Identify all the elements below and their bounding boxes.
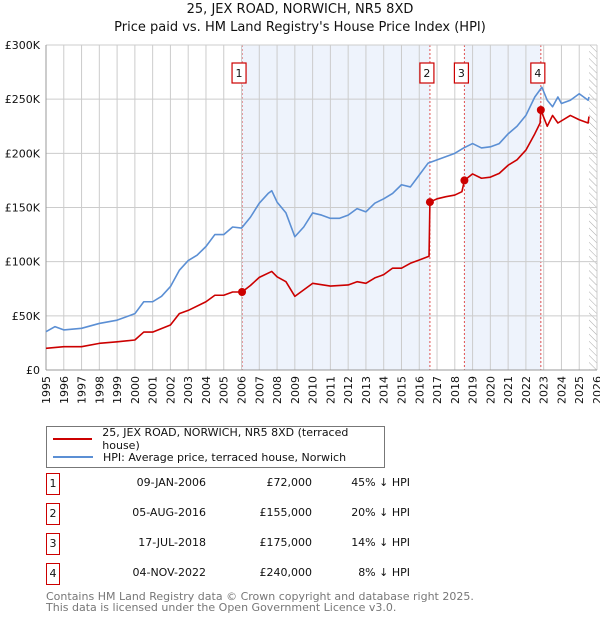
- x-tick-label: 2021: [502, 376, 515, 404]
- x-tick-label: 2015: [395, 376, 408, 404]
- y-tick-label: £200K: [5, 147, 41, 160]
- x-tick-label: 1998: [93, 376, 106, 404]
- sale-row: 1 09-JAN-2006 £72,000 45% ↓ HPI: [46, 473, 410, 495]
- legend-item-property: 25, JEX ROAD, NORWICH, NR5 8XD (terraced…: [53, 426, 384, 452]
- x-tick-label: 1995: [40, 376, 53, 404]
- sale-hpi-diff: 45% ↓ HPI: [351, 476, 410, 489]
- sale-hpi-diff: 14% ↓ HPI: [351, 536, 410, 549]
- legend-label-property: 25, JEX ROAD, NORWICH, NR5 8XD (terraced…: [102, 426, 349, 452]
- x-tick-label: 2013: [360, 376, 373, 404]
- x-tick-label: 2014: [378, 376, 391, 404]
- y-tick-label: £250K: [5, 93, 41, 106]
- x-tick-label: 2018: [449, 376, 462, 404]
- sale-label: 1: [236, 67, 243, 80]
- x-tick-label: 2006: [236, 376, 249, 404]
- sale-point: [460, 176, 469, 185]
- x-tick-label: 2004: [200, 376, 213, 404]
- series-line: [45, 109, 590, 350]
- series-line: [45, 86, 590, 333]
- x-tick-label: 2023: [538, 376, 551, 404]
- x-tick-label: 2020: [484, 376, 497, 404]
- sale-date: 17-JUL-2018: [138, 536, 206, 549]
- footer-copyright: Contains HM Land Registry data © Crown c…: [46, 590, 474, 603]
- sale-marker: 4: [46, 563, 60, 585]
- sale-price: £175,000: [259, 536, 313, 549]
- y-tick-label: £300K: [5, 39, 41, 52]
- x-tick-label: 1996: [58, 376, 71, 404]
- price-chart: 1995 1996 1997 1998 1999 2000 2001 2002 2003 2004…: [5, 39, 600, 404]
- sale-date: 09-JAN-2006: [136, 476, 206, 489]
- sale-date: 05-AUG-2016: [132, 506, 206, 519]
- x-tick-label: 2022: [520, 376, 533, 404]
- x-tick-label: 2016: [413, 376, 426, 404]
- sale-label: 4: [534, 67, 541, 80]
- sale-hpi-diff: 20% ↓ HPI: [351, 506, 410, 519]
- x-tick-label: 2002: [164, 376, 177, 404]
- x-tick-label: 2005: [218, 376, 231, 404]
- chart-subtitle: Price paid vs. HM Land Registry's House …: [114, 20, 486, 35]
- x-tick-label: 2019: [467, 376, 480, 404]
- sale-row: 4 04-NOV-2022 £240,000 8% ↓ HPI: [46, 563, 410, 585]
- sale-label-box: [231, 62, 247, 84]
- x-tick-label: 2008: [271, 376, 284, 404]
- x-tick-label: 2012: [342, 376, 355, 404]
- x-tick-label: 2003: [182, 376, 195, 404]
- x-tick-label: 2011: [324, 376, 337, 404]
- sale-point: [425, 198, 434, 207]
- y-tick-label: £150K: [5, 202, 41, 215]
- sale-marker: 3: [46, 533, 60, 555]
- sale-hpi-diff: 8% ↓ HPI: [358, 566, 410, 579]
- x-tick-label: 2026: [591, 376, 600, 404]
- x-tick-label: 2017: [431, 376, 444, 404]
- x-tick-label: 2001: [147, 376, 160, 404]
- sale-date: 04-NOV-2022: [132, 566, 206, 579]
- sale-label-box: [419, 62, 435, 84]
- x-tick-label: 1997: [76, 376, 89, 404]
- legend-item-hpi: HPI: Average price, terraced house, Norw…: [53, 449, 346, 465]
- x-tick-label: 2010: [307, 376, 320, 404]
- legend-swatch-property: [53, 438, 93, 440]
- sale-label-box: [530, 62, 546, 84]
- sale-price: £240,000: [259, 566, 313, 579]
- x-tick-label: 2009: [289, 376, 302, 404]
- x-tick-label: 2025: [573, 376, 586, 404]
- y-tick-label: £0: [26, 364, 40, 377]
- sale-label: 2: [423, 67, 430, 80]
- sale-row: 3 17-JUL-2018 £175,000 14% ↓ HPI: [46, 533, 410, 555]
- sale-row: 2 05-AUG-2016 £155,000 20% ↓ HPI: [46, 503, 410, 525]
- legend-swatch-hpi: [53, 456, 93, 458]
- sale-price: £72,000: [266, 476, 313, 489]
- x-tick-label: 1999: [111, 376, 124, 404]
- x-tick-label: 2024: [555, 376, 568, 404]
- sale-price: £155,000: [259, 506, 313, 519]
- sale-marker: 2: [46, 503, 60, 525]
- footer-licence: This data is licensed under the Open Gov…: [46, 601, 397, 614]
- sale-marker: 1: [46, 473, 60, 495]
- chart-title: 25, JEX ROAD, NORWICH, NR5 8XD: [186, 2, 414, 17]
- sale-label-box: [453, 62, 470, 84]
- sale-point: [238, 288, 247, 296]
- y-tick-label: £50K: [12, 310, 41, 323]
- sale-point: [536, 106, 545, 114]
- sale-label: 3: [458, 67, 465, 80]
- chart-legend: 25, JEX ROAD, NORWICH, NR5 8XD (terraced…: [46, 426, 385, 468]
- y-tick-label: £100K: [5, 256, 41, 269]
- legend-label-hpi: HPI: Average price, terraced house, Norw…: [103, 450, 347, 464]
- x-tick-label: 2000: [129, 376, 142, 404]
- x-tick-label: 2007: [253, 376, 266, 404]
